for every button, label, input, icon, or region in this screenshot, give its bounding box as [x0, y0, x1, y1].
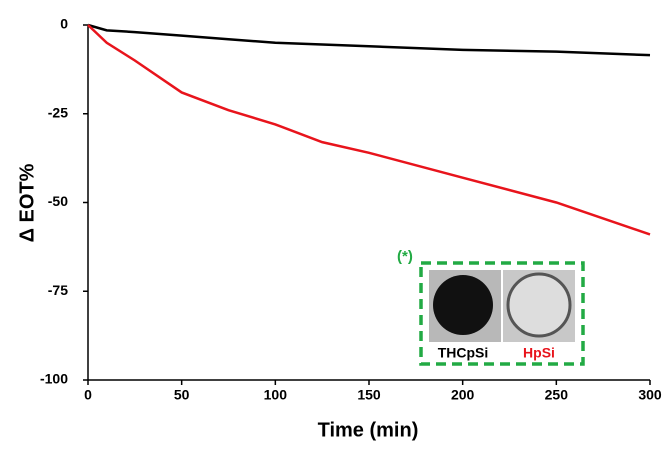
y-axis-title: Δ EOT% [16, 163, 38, 242]
series-line [87, 24, 651, 236]
x-tick-label: 50 [174, 387, 190, 403]
annotation: (*) [397, 248, 413, 265]
inset-label: THCpSi [438, 345, 489, 361]
x-tick-label: 100 [264, 387, 288, 403]
x-tick-label: 0 [84, 387, 92, 403]
photo-disc [506, 272, 572, 338]
series-line [87, 23, 651, 57]
x-tick-label: 200 [451, 387, 475, 403]
y-tick-label: -50 [48, 193, 68, 209]
inset [419, 261, 585, 366]
photo-disc [433, 275, 493, 335]
x-axis-title: Time (min) [318, 419, 419, 441]
y-tick-label: 0 [60, 16, 68, 32]
y-tick-label: -100 [40, 371, 68, 387]
y-tick-label: -25 [48, 104, 68, 120]
y-tick-label: -75 [48, 282, 68, 298]
x-tick-label: 250 [545, 387, 569, 403]
x-tick-label: 150 [357, 387, 381, 403]
inset-label: HpSi [523, 345, 555, 361]
x-tick-label: 300 [638, 387, 662, 403]
